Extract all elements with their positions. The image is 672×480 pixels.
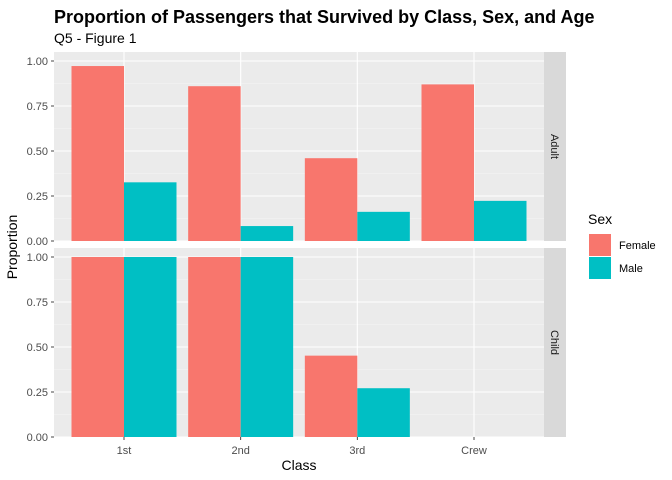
x-tick-label: 1st [117, 445, 132, 457]
x-axis: 1st 2nd 3rd Crew [117, 437, 487, 457]
legend-label-male: Male [619, 263, 643, 275]
facet-label-adult: Adult [548, 134, 560, 159]
chart-title: Proportion of Passengers that Survived b… [54, 7, 594, 27]
bar-adult-female-2nd [188, 86, 241, 241]
y-tick-label: 0.00 [27, 432, 48, 444]
legend-label-female: Female [619, 240, 656, 252]
y-tick-label: 0.25 [27, 387, 48, 399]
y-tick-label: 0.75 [27, 297, 48, 309]
facet-label-child: Child [548, 330, 560, 355]
facet-strip [544, 52, 566, 241]
bar-child-male-3rd [357, 388, 410, 437]
bar-child-female-2nd [188, 257, 241, 437]
y-tick-label: 0.00 [27, 236, 48, 248]
bar-child-female-3rd [304, 355, 358, 437]
bar-adult-male-3rd [357, 211, 410, 241]
x-tick-label: 3rd [349, 445, 365, 457]
y-tick-label: 1.00 [27, 252, 48, 264]
legend-swatch-male [589, 257, 611, 279]
x-axis-title: Class [281, 457, 316, 473]
bar-adult-female-crew [421, 84, 474, 242]
bar-child-female-1st [71, 257, 124, 437]
bar-child-male-2nd [240, 257, 294, 437]
y-tick-label: 1.00 [27, 56, 48, 68]
chart-subtitle: Q5 - Figure 1 [54, 30, 137, 46]
bar-adult-female-1st [71, 66, 124, 241]
bar-child-male-1st [124, 257, 177, 437]
bar-adult-male-1st [124, 182, 177, 241]
bar-adult-female-3rd [304, 158, 358, 241]
panel-adult: 0.00 0.25 0.50 0.75 1.00 Adult [27, 52, 566, 248]
y-tick-label: 0.50 [27, 342, 48, 354]
legend-swatch-female [589, 234, 611, 256]
y-tick-label: 0.50 [27, 146, 48, 158]
legend: Sex Female Male [588, 211, 656, 279]
bar-adult-male-2nd [240, 226, 294, 241]
x-tick-label: 2nd [231, 445, 249, 457]
y-tick-label: 0.75 [27, 101, 48, 113]
y-tick-label: 0.25 [27, 191, 48, 203]
y-axis-title: Proportion [4, 215, 20, 280]
panel-child: 0.00 0.25 0.50 0.75 1.00 Child [27, 248, 566, 444]
legend-title: Sex [588, 211, 612, 227]
x-tick-label: Crew [461, 445, 487, 457]
facet-strip [544, 248, 566, 437]
bar-adult-male-crew [474, 200, 527, 241]
